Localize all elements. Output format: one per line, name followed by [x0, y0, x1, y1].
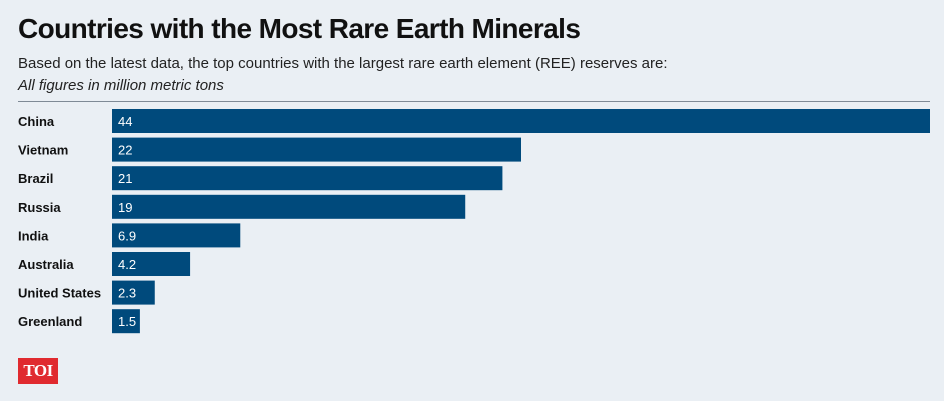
value-label-india: 6.9: [118, 228, 136, 243]
category-label-greenland: Greenland: [18, 314, 82, 329]
units-note: All figures in million metric tons: [18, 77, 224, 94]
category-label-india: India: [18, 228, 49, 243]
category-label-brazil: Brazil: [18, 171, 53, 186]
toi-logo: TOI: [18, 358, 58, 384]
value-label-brazil: 21: [118, 171, 132, 186]
value-label-vietnam: 22: [118, 143, 132, 158]
bar-united-states: [112, 280, 155, 305]
bar-russia: [112, 194, 466, 219]
category-label-united-states: United States: [18, 286, 101, 301]
category-label-china: China: [18, 114, 55, 129]
bar-china: [112, 109, 930, 133]
value-label-united-states: 2.3: [118, 286, 136, 301]
value-label-greenland: 1.5: [118, 314, 136, 329]
bar-brazil: [112, 166, 503, 191]
category-label-australia: Australia: [18, 257, 74, 272]
bar-india: [112, 223, 241, 248]
bar-vietnam: [112, 137, 521, 162]
bar-australia: [112, 252, 191, 276]
value-label-china: 44: [118, 114, 132, 129]
value-label-australia: 4.2: [118, 257, 136, 272]
bar-greenland: [112, 309, 140, 334]
category-label-vietnam: Vietnam: [18, 143, 68, 158]
chart-subtitle: Based on the latest data, the top countr…: [18, 55, 668, 72]
value-label-russia: 19: [118, 200, 132, 215]
category-label-russia: Russia: [18, 200, 61, 215]
chart-title: Countries with the Most Rare Earth Miner…: [18, 13, 581, 44]
header-divider: [18, 101, 930, 102]
